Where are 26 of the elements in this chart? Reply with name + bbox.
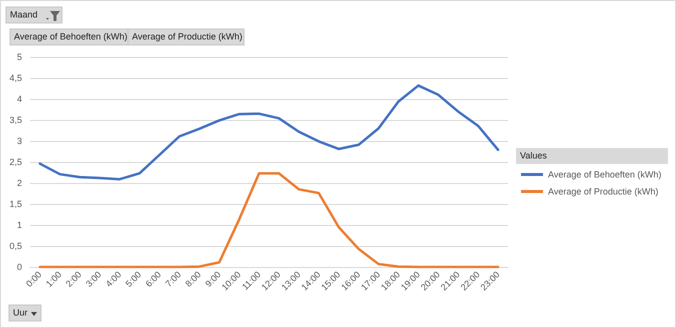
y-tick-label: 4,5 — [9, 73, 22, 83]
y-tick-label: 5 — [16, 52, 22, 62]
x-tick-label: 8:00 — [183, 269, 203, 289]
y-tick-label: 3,5 — [9, 115, 22, 125]
y-tick-label: 3 — [16, 136, 22, 146]
y-tick-label: 2,5 — [9, 157, 22, 167]
y-tick-label: 4 — [16, 94, 22, 104]
x-tick-label: 7:00 — [163, 269, 183, 289]
text: Average of Productie (kWh) — [132, 32, 242, 42]
legend-label: Average of Productie (kWh) — [548, 186, 658, 196]
x-tick-label: 0:00 — [24, 269, 44, 289]
legend-title: Values — [520, 150, 548, 160]
x-tick-label: 6:00 — [144, 269, 163, 289]
text: Maand — [10, 10, 38, 20]
x-tick-label: 9:00 — [203, 269, 223, 289]
y-tick-label: 1 — [16, 220, 22, 230]
text: Uur — [13, 308, 28, 318]
line-series — [38, 84, 500, 180]
y-tick-label: 0,5 — [9, 241, 22, 251]
text: Average of Behoeften (kWh) — [14, 32, 128, 42]
line-series — [38, 172, 500, 268]
legend-label: Average of Behoeften (kWh) — [548, 170, 662, 180]
y-tick-label: 1,5 — [9, 199, 22, 209]
x-tick-label: 4:00 — [104, 269, 124, 289]
y-tick-label: 0 — [16, 262, 22, 272]
y-tick-label: 2 — [16, 178, 22, 188]
